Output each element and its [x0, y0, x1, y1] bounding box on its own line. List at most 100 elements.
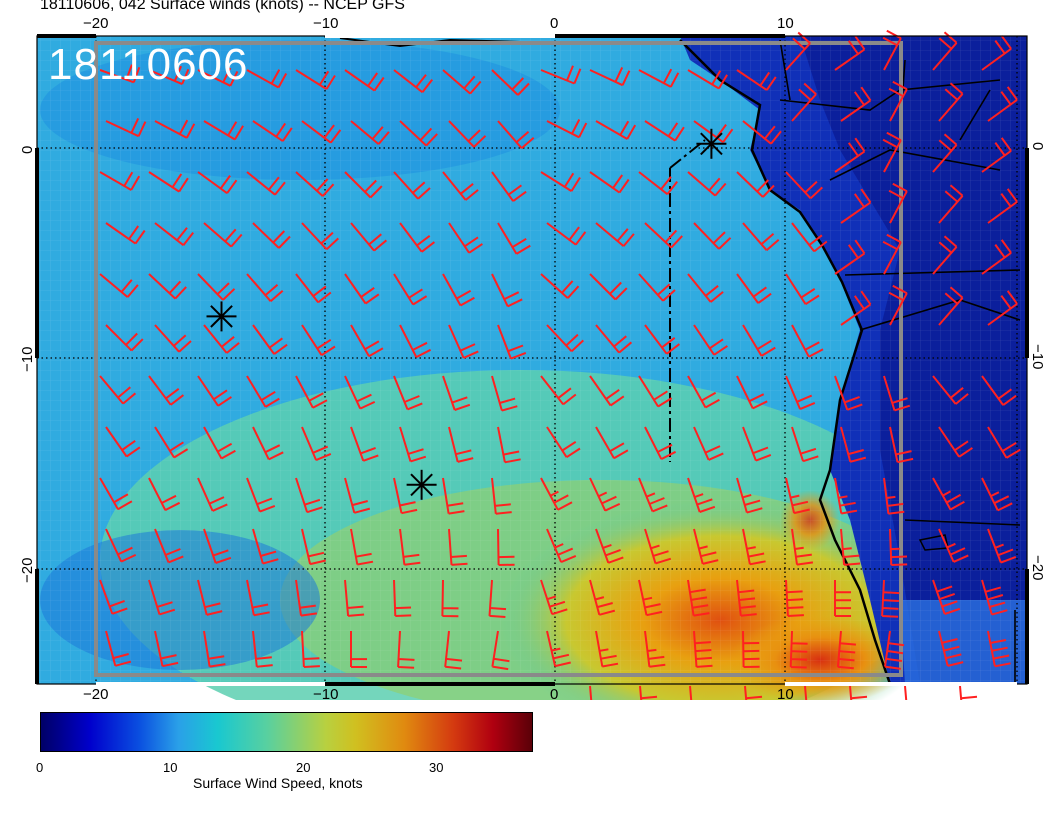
wind-barb [497, 324, 527, 360]
wind-barb [399, 222, 436, 253]
wind-barb [932, 375, 969, 405]
wind-barb [344, 69, 385, 92]
wind-barb [246, 171, 286, 196]
wind-barb [546, 528, 577, 564]
wind-barb [399, 120, 438, 147]
lon-tick-top-1: −20 [83, 15, 108, 32]
wind-barb [197, 579, 223, 616]
wind-barb [105, 117, 147, 138]
wind-barb [301, 222, 339, 251]
map-svg: −20 −10 0 10 −20 −10 0 10 0 −10 −20 0 −1… [19, 15, 1046, 750]
wind-barb [938, 82, 964, 122]
wind-barb [491, 171, 527, 202]
wind-barb [252, 426, 284, 461]
wind-barb [399, 324, 432, 358]
wind-barb [442, 273, 475, 307]
wind-barb [148, 375, 185, 406]
wind-barb [246, 579, 270, 617]
wind-barb [736, 171, 775, 198]
wind-barb [785, 375, 816, 411]
wind-barb [938, 630, 964, 667]
wind-barb [154, 222, 194, 246]
wind-barb [693, 630, 713, 668]
wind-barb [399, 426, 427, 463]
wind-barb [889, 426, 914, 464]
wind-barb [589, 273, 628, 301]
storm-marker-3 [696, 128, 727, 159]
wind-barb [546, 426, 581, 459]
wind-barb [736, 375, 768, 410]
wind-barb [693, 324, 728, 356]
wind-barb [932, 477, 965, 511]
wind-barb [693, 528, 719, 565]
wind-barb [99, 273, 139, 298]
wind-barb [197, 273, 236, 301]
wind-barb [959, 685, 980, 723]
wind-barb [344, 477, 371, 514]
colorbar-tick-10: 10 [163, 760, 178, 775]
wind-barb [442, 375, 471, 411]
wind-barb [540, 171, 581, 192]
wind-barb [693, 426, 724, 461]
wind-barb [883, 375, 911, 412]
lon-tick-bottom-3: 0 [550, 686, 558, 700]
wind-barb [491, 273, 523, 308]
wind-map[interactable]: −20 −10 0 10 −20 −10 0 10 0 −10 −20 0 −1… [0, 0, 1056, 750]
colorbar-tick-30: 30 [429, 760, 444, 775]
wind-barb [99, 579, 128, 615]
wind-barb [644, 222, 683, 249]
wind-barb [540, 65, 582, 85]
wind-barb [638, 477, 668, 513]
wind-barb [491, 477, 512, 515]
wind-barb [488, 579, 507, 618]
wind-barb [99, 375, 137, 405]
wind-barb [295, 69, 336, 90]
wind-barb [938, 286, 964, 326]
wind-barb [350, 324, 384, 358]
colorbar-tick-20: 20 [296, 760, 311, 775]
wind-barb [252, 528, 279, 565]
wind-barb [981, 35, 1012, 71]
wind-barb [203, 222, 243, 248]
lat-tick-left-1: 0 [19, 146, 36, 154]
wind-barb [736, 273, 772, 304]
wind-barb [791, 426, 819, 463]
wind-barb [393, 69, 433, 93]
wind-barb [197, 171, 238, 195]
wind-barb [644, 120, 685, 142]
wind-barb [687, 69, 728, 90]
wind-barb [442, 477, 465, 515]
lat-tick-left-2: −10 [19, 347, 36, 372]
wind-barb [203, 426, 236, 460]
wind-barb [789, 630, 808, 669]
wind-barb [295, 477, 323, 514]
wind-barb [154, 528, 184, 564]
wind-barb [834, 375, 863, 411]
wind-barb [693, 120, 734, 144]
colorbar-tick-0: 0 [36, 760, 44, 775]
wind-barb [589, 66, 631, 87]
wind-barb [99, 64, 141, 84]
wind-barb [644, 528, 672, 565]
wind-barb [840, 188, 872, 224]
wind-barb [987, 528, 1017, 564]
wind-barb [834, 239, 866, 275]
wind-barb [441, 579, 459, 618]
wind-barb [595, 120, 637, 140]
wind-barb [350, 631, 367, 668]
wind-barb [981, 375, 1017, 406]
wind-barb [785, 477, 810, 515]
wind-barb [938, 184, 964, 224]
wind-barb [344, 273, 380, 305]
wind-barb [981, 137, 1012, 173]
wind-barb [393, 579, 412, 617]
wind-barb [546, 119, 588, 139]
wind-barb [785, 579, 804, 617]
lon-tick-top-2: −10 [313, 15, 338, 32]
wind-barb [540, 375, 577, 406]
wind-barb [742, 426, 772, 462]
map-title: 18110606, 042 Surface winds (knots) -- N… [40, 0, 405, 13]
wind-barb [252, 120, 293, 142]
date-stamp: 18110606 [48, 40, 249, 89]
wind-barb [546, 222, 587, 246]
